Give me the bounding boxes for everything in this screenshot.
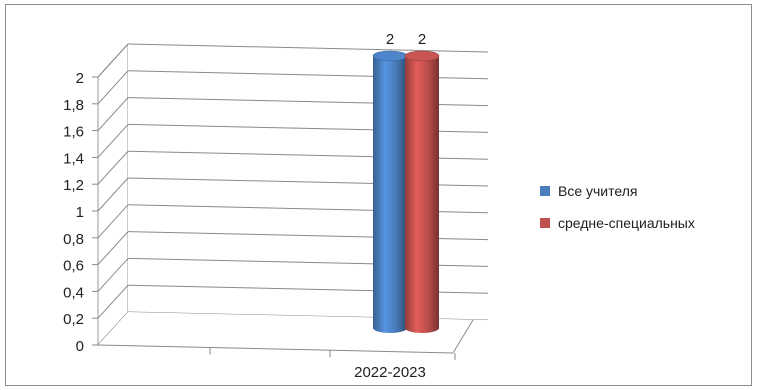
gridline-left-2	[97, 258, 129, 292]
floor-front-edge	[97, 344, 454, 354]
ytick-label: 2	[76, 70, 84, 87]
data-label: 2	[386, 31, 394, 48]
ytick-label: 0,6	[63, 258, 84, 275]
ytick-label: 0,8	[63, 231, 84, 248]
gridline-left-6	[97, 150, 129, 185]
gridline-left-7	[97, 124, 129, 158]
gridline-back-10	[127, 43, 489, 53]
bar-1-body	[405, 56, 439, 333]
ytick-label: 0,2	[63, 311, 84, 328]
legend-swatch-secondary-special	[540, 218, 550, 228]
ytick-label: 1,2	[63, 177, 84, 194]
gridline-left-4	[97, 204, 129, 239]
bar-0-top	[372, 50, 408, 62]
ytick-label: 1,4	[63, 150, 84, 167]
legend: Все учителя средне-специальных	[540, 180, 695, 244]
gridline-left-1	[97, 284, 129, 319]
bar-0-body	[373, 56, 407, 333]
bar-1-top	[404, 50, 440, 62]
legend-label-all-teachers: Все учителя	[558, 183, 638, 199]
gridline-left-3	[97, 231, 129, 265]
ytick-label: 0,4	[63, 284, 84, 301]
floor-right-edge	[452, 319, 474, 354]
gridline-left-10	[97, 43, 129, 78]
legend-swatch-all-teachers	[540, 186, 550, 196]
gridline-left-9	[97, 70, 129, 105]
ytick-label: 1,8	[63, 97, 84, 114]
legend-item-secondary-special: средне-специальных	[540, 212, 695, 234]
xtick-label: 2022-2023	[354, 364, 426, 381]
legend-label-secondary-special: средне-специальных	[558, 215, 695, 231]
gridline-left-8	[97, 97, 129, 131]
legend-item-all-teachers: Все учителя	[540, 180, 695, 202]
data-label: 2	[418, 31, 426, 48]
ytick-label: 1,6	[63, 124, 84, 141]
ytick-label: 1	[76, 204, 84, 221]
ytick-label: 0	[76, 338, 84, 355]
gridline-left-5	[97, 177, 129, 212]
